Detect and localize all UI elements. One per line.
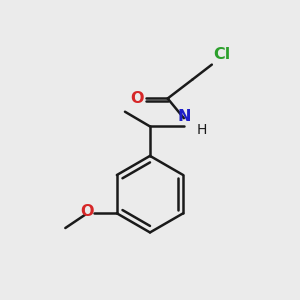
Text: O: O (80, 204, 94, 219)
Text: O: O (130, 91, 143, 106)
Text: Cl: Cl (213, 47, 231, 62)
Text: H: H (196, 123, 207, 137)
Text: N: N (177, 109, 190, 124)
